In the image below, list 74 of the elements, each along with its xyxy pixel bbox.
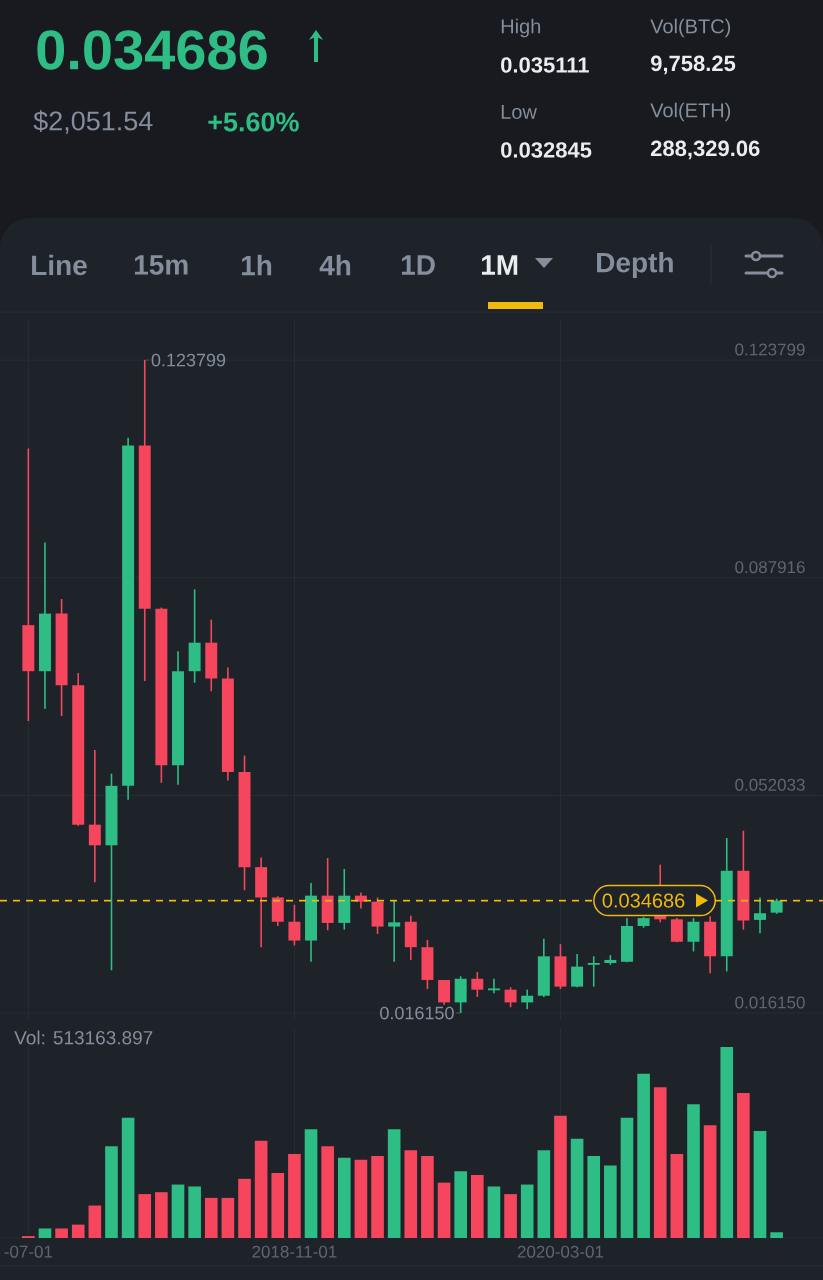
bar xyxy=(620,1117,634,1238)
text: 0.034686 xyxy=(37,30,267,70)
text: Line xyxy=(32,254,87,276)
text: 0.032845 xyxy=(501,142,592,158)
bar xyxy=(288,1154,301,1238)
text: Low xyxy=(501,105,537,119)
bar xyxy=(55,1228,68,1238)
text: Vol(ETH) xyxy=(650,102,731,122)
ref-line-label: 0.034686 xyxy=(602,893,685,908)
bar xyxy=(653,1087,667,1238)
text: High xyxy=(501,18,541,38)
bar xyxy=(670,1154,684,1238)
x-tick-label: 2018-11-01 xyxy=(252,1245,337,1258)
bar xyxy=(254,1140,268,1238)
bar xyxy=(770,1232,783,1238)
bar xyxy=(554,1115,567,1238)
bar xyxy=(487,1186,501,1238)
bar xyxy=(88,1205,102,1238)
bar xyxy=(437,1182,451,1238)
text: 15m xyxy=(134,255,188,275)
bar xyxy=(204,1197,218,1238)
bar xyxy=(171,1184,185,1238)
bar xyxy=(387,1129,401,1238)
bar xyxy=(304,1129,318,1238)
y-tick-label: 0.123799 xyxy=(735,343,805,356)
annotation: 0.123799 xyxy=(151,353,226,367)
bar xyxy=(404,1150,418,1238)
text: 1D xyxy=(401,255,435,275)
bar xyxy=(753,1131,767,1238)
bar xyxy=(687,1104,700,1238)
bar xyxy=(587,1155,601,1238)
bar xyxy=(421,1155,434,1238)
bar xyxy=(637,1073,650,1238)
bar xyxy=(703,1125,717,1238)
bar xyxy=(454,1171,468,1238)
y-tick-label: 0.016150 xyxy=(735,996,805,1009)
bar xyxy=(271,1173,285,1238)
text: 4h xyxy=(319,254,351,276)
text: +5.60% xyxy=(208,112,299,132)
bar xyxy=(221,1197,235,1238)
y-tick-label: 0.052033 xyxy=(735,778,805,791)
bar xyxy=(238,1178,251,1238)
bar xyxy=(604,1165,617,1238)
text: 1h xyxy=(241,254,272,276)
bar xyxy=(71,1224,85,1238)
text: Vol: 513163.897 xyxy=(14,1030,153,1045)
bar xyxy=(155,1192,168,1238)
text: Depth xyxy=(597,251,673,279)
bar xyxy=(537,1150,551,1238)
text: $2,051.54 xyxy=(33,110,153,134)
bar xyxy=(504,1194,517,1238)
text: 0.035111 xyxy=(501,57,589,73)
text: 1M xyxy=(481,255,518,275)
bar xyxy=(471,1175,484,1238)
bar xyxy=(138,1194,152,1238)
text: 288,329.06 xyxy=(650,140,760,160)
bar xyxy=(321,1146,334,1238)
bar xyxy=(188,1186,201,1238)
bar xyxy=(105,1146,118,1238)
bar xyxy=(337,1157,351,1238)
bar xyxy=(520,1184,534,1238)
bar xyxy=(121,1117,135,1238)
text: 9,758.25 xyxy=(650,55,736,75)
bar xyxy=(371,1155,384,1238)
annotation: 0.016150 xyxy=(380,1006,454,1020)
x-tick-label: -07-01 xyxy=(4,1245,53,1258)
bar xyxy=(737,1092,750,1238)
text: Vol(BTC) xyxy=(650,18,731,38)
bar xyxy=(354,1159,368,1238)
bar xyxy=(720,1047,734,1238)
x-tick-label: 2020-03-01 xyxy=(517,1245,604,1258)
bar xyxy=(570,1138,584,1238)
bar xyxy=(38,1228,52,1238)
y-tick-label: 0.087916 xyxy=(735,561,805,574)
